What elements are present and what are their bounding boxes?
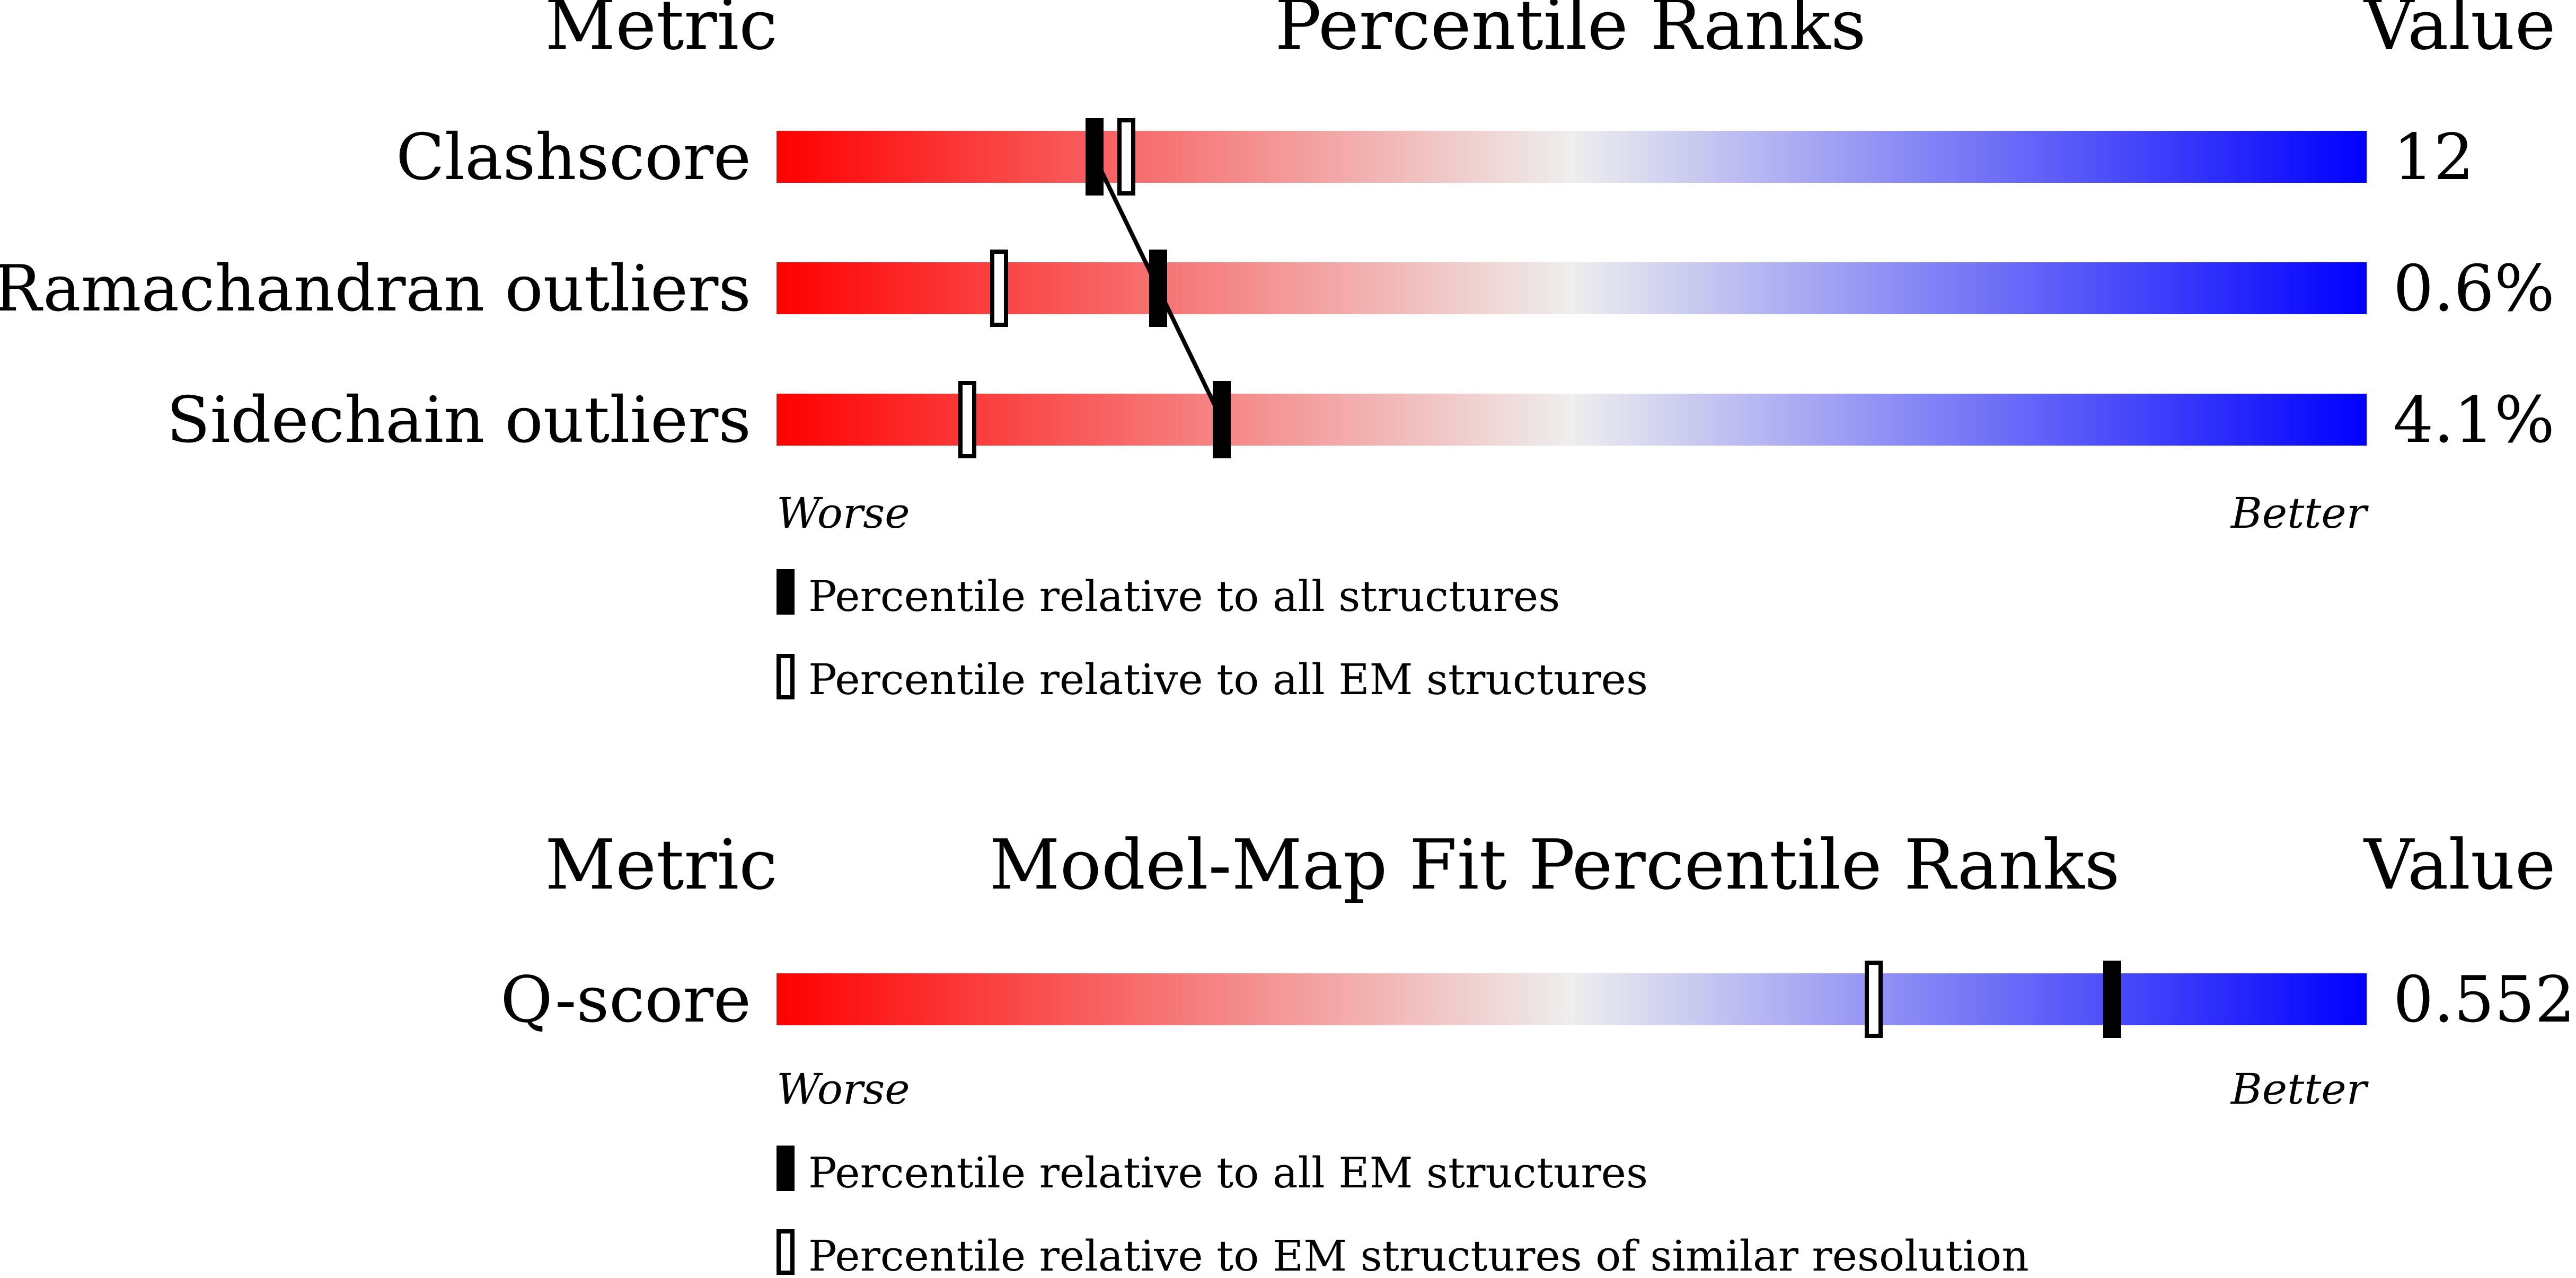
open-percentile-marker xyxy=(1865,961,1883,1038)
panel-2-legend-open: Percentile relative to EM structures of … xyxy=(808,1231,2029,1278)
open-percentile-marker xyxy=(990,250,1008,327)
panel-2-metric-header: Metric xyxy=(545,824,778,905)
panel-1-row: Clashscore 12 xyxy=(396,121,2474,194)
panel-2-header: Metric Model-Map Fit Percentile Ranks Va… xyxy=(545,824,2556,905)
percentile-gradient-bar xyxy=(777,262,2367,314)
metric-label: Q-score xyxy=(500,963,751,1037)
panel-1-axis-labels: Worse Better xyxy=(777,489,2369,538)
panel-2-better-label: Better xyxy=(2230,1064,2369,1114)
legend-filled-marker xyxy=(777,1146,795,1191)
panel-1-header: Metric Percentile Ranks Value xyxy=(545,0,2556,65)
metric-label: Sidechain outliers xyxy=(166,384,751,457)
panel-1-legend-filled: Percentile relative to all structures xyxy=(808,572,1560,621)
percentile-gradient-bar xyxy=(777,131,2367,183)
open-percentile-marker xyxy=(1117,118,1135,196)
panel-1-better-label: Better xyxy=(2230,489,2369,538)
panel-2-worse-label: Worse xyxy=(777,1064,910,1114)
panel-1-row: Sidechain outliers 4.1% xyxy=(166,384,2555,457)
metric-value: 4.1% xyxy=(2393,384,2555,457)
filled-percentile-marker xyxy=(1149,250,1167,327)
panel-2-legend: Percentile relative to all EM structures… xyxy=(777,1146,2029,1278)
filled-percentile-marker xyxy=(1213,381,1231,458)
panel-2-rows: Q-score 0.552 xyxy=(500,961,2575,1038)
panel-1-legend-open: Percentile relative to all EM structures xyxy=(808,655,1648,704)
legend-filled-marker xyxy=(777,569,795,615)
metric-value: 0.552 xyxy=(2393,963,2575,1037)
panel-1-worse-label: Worse xyxy=(777,489,910,538)
panel-2-axis-labels: Worse Better xyxy=(777,1064,2369,1114)
panel-1-metric-header: Metric xyxy=(545,0,778,65)
panel-1-rows: Clashscore 12 Ramachandran outliers 0.6% Sid… xyxy=(0,118,2555,458)
metric-value: 12 xyxy=(2393,121,2474,194)
legend-open-marker xyxy=(777,654,795,699)
panel-2-title: Model-Map Fit Percentile Ranks xyxy=(990,824,2120,905)
panel-2-legend-filled: Percentile relative to all EM structures xyxy=(808,1148,1648,1197)
metric-value: 0.6% xyxy=(2393,252,2555,326)
percentile-gradient-bar xyxy=(777,394,2367,446)
open-percentile-marker xyxy=(958,381,976,458)
metric-label: Ramachandran outliers xyxy=(0,252,751,326)
panel-1-value-header: Value xyxy=(2363,0,2556,65)
filled-percentile-marker xyxy=(2103,961,2121,1038)
panel-2-row: Q-score 0.552 xyxy=(500,963,2575,1037)
panel-1-legend: Percentile relative to all structures Pe… xyxy=(777,569,1648,704)
percentile-gradient-bar xyxy=(777,973,2367,1025)
panel-1-row: Ramachandran outliers 0.6% xyxy=(0,252,2555,326)
metric-label: Clashscore xyxy=(396,121,751,194)
panel-1-title: Percentile Ranks xyxy=(1275,0,1866,65)
filled-percentile-marker xyxy=(1086,118,1104,196)
panel-2-value-header: Value xyxy=(2363,824,2556,905)
legend-open-marker xyxy=(777,1229,795,1275)
